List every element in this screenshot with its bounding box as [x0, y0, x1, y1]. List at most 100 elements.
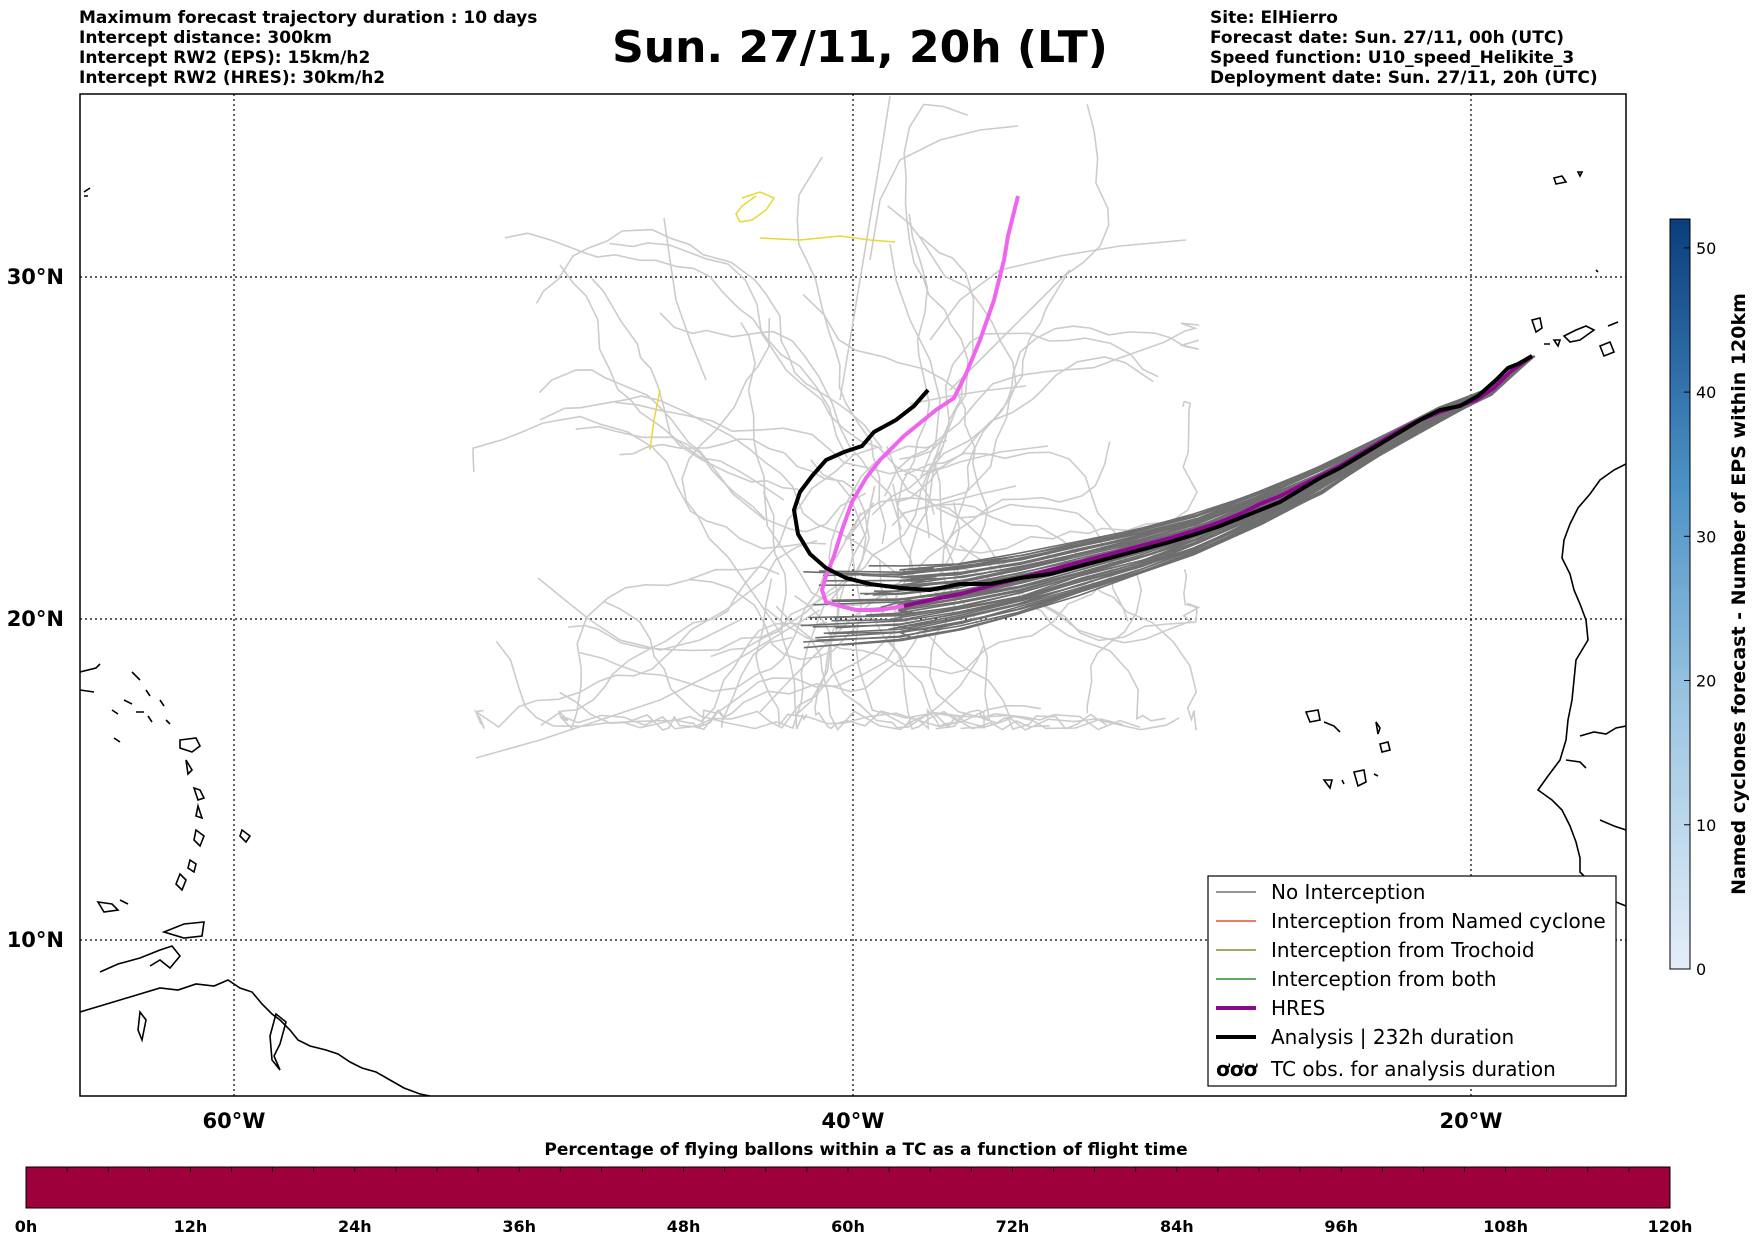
- map-border: [79, 93, 1627, 1097]
- legend-label-0: No Interception: [1271, 880, 1425, 904]
- legend-label-1: Interception from Named cyclone: [1271, 909, 1606, 933]
- island-curacao: [96, 900, 120, 913]
- eps-track-light: [829, 485, 1050, 731]
- max-duration-text: Maximum forecast trajectory duration : 1…: [79, 8, 538, 28]
- eps-track-light: [929, 458, 1141, 731]
- colorbar: 0 10 20 30 40 50 Named cyclones forecast - Nu…: [1669, 218, 1750, 979]
- coast-senegal: [1579, 725, 1626, 737]
- flight-time-bar-fill: [25, 1166, 1671, 1209]
- colorbar-tick-label-3: 30: [1696, 527, 1716, 546]
- eps-track-light: [659, 312, 902, 530]
- legend-label-tc-obs: TC obs. for analysis duration: [1270, 1057, 1556, 1081]
- eps-track-no-interception: [803, 355, 1533, 649]
- island-grenada: [119, 872, 187, 905]
- bar-tick-label-2: 24h: [338, 1217, 372, 1236]
- eps-track-light: [504, 232, 848, 459]
- coast-trinidad-area: [99, 945, 182, 973]
- coast-africa: [1536, 463, 1626, 907]
- lon-label-20w: 20°W: [1440, 1109, 1503, 1133]
- islands-leeward: [136, 711, 171, 725]
- legend-label-2: Interception from Trochoid: [1271, 938, 1535, 962]
- legend: No Interception Interception from Named c…: [1207, 875, 1617, 1087]
- flight-time-bar: Percentage of flying ballons within a TC…: [15, 1140, 1693, 1236]
- coast-puerto-rico: [80, 663, 101, 693]
- intercept-distance-text: Intercept distance: 300km: [79, 28, 332, 48]
- islands-virgin: [111, 671, 165, 715]
- eps-track-light: [892, 400, 1198, 554]
- eps-track-light: [929, 239, 1187, 341]
- eps-track-light: [802, 293, 989, 609]
- bar-tick-label-8: 96h: [1324, 1217, 1358, 1236]
- eps-track-light: [895, 356, 1154, 504]
- colorbar-gradient: [1669, 218, 1691, 970]
- eps-track-light: [909, 385, 1027, 405]
- eps-track-light: [540, 446, 878, 727]
- eps-light-tracks: [472, 95, 1202, 759]
- colorbar-tick-label-1: 10: [1696, 816, 1716, 835]
- bar-tick-label-3: 36h: [502, 1217, 536, 1236]
- eps-track-light: [903, 451, 1143, 714]
- eps-track-light: [897, 441, 1111, 582]
- island-st-lucia: [187, 828, 205, 874]
- legend-label-4: HRES: [1271, 996, 1325, 1020]
- eps-track-light: [775, 605, 1124, 731]
- eps-track-light: [619, 438, 871, 607]
- colorbar-tick-label-0: 0: [1696, 960, 1706, 979]
- eps-track-light: [869, 125, 1019, 261]
- eps-track-light: [949, 269, 1071, 391]
- eps-track-light: [609, 242, 935, 515]
- eps-track-light: [796, 156, 887, 545]
- bar-tick-label-5: 60h: [831, 1217, 865, 1236]
- coastlines: [80, 171, 1626, 1096]
- lat-label-30n: 30°N: [7, 265, 64, 289]
- eps-track-light: [615, 401, 944, 475]
- lon-label-40w: 40°W: [822, 1109, 885, 1133]
- eps-track-light: [795, 439, 948, 716]
- analysis-track: [791, 354, 1533, 593]
- bar-tick-label-9: 108h: [1483, 1217, 1528, 1236]
- island-santiago: [1352, 769, 1379, 788]
- legend-label-5: Analysis | 232h duration: [1271, 1025, 1514, 1049]
- eps-track-light: [888, 639, 1108, 731]
- eps-track-light: [883, 322, 1201, 497]
- tc-obs-symbol-icon: ơơơ: [1216, 1057, 1258, 1081]
- bar-tick-label-6: 72h: [996, 1217, 1030, 1236]
- eps-track-light: [919, 445, 1049, 477]
- eps-track-light: [535, 228, 883, 449]
- island-trinidad: [161, 921, 205, 939]
- island-la-palma: [1530, 317, 1543, 334]
- intercept-hres-text: Intercept RW2 (HRES): 30km/h2: [79, 68, 386, 88]
- island-sal-boa-vista: [1375, 721, 1391, 753]
- lat-label-20n: 20°N: [7, 607, 64, 631]
- eps-track-no-interception: [899, 355, 1531, 571]
- colorbar-tick-label-4: 40: [1696, 383, 1716, 402]
- island-gran-canaria: [1598, 340, 1616, 358]
- eps-track-light: [794, 595, 985, 730]
- eps-track-light: [681, 317, 782, 635]
- bar-tick-label-0: 0h: [15, 1217, 38, 1236]
- eps-track-light: [941, 528, 1015, 724]
- coast-guyana: [269, 1012, 287, 1071]
- island-fuerteventura: [1607, 321, 1619, 327]
- island-barbados: [239, 828, 252, 844]
- bar-tick-label-7: 84h: [1160, 1217, 1194, 1236]
- eps-track-light: [537, 577, 741, 651]
- island-tenerife: [1562, 325, 1596, 343]
- coast-guinea: [1565, 759, 1626, 831]
- lon-label-60w: 60°W: [203, 1109, 266, 1133]
- forecast-date-text: Forecast date: Sun. 27/11, 00h (UTC): [1210, 28, 1565, 48]
- eps-track-light: [953, 104, 1110, 530]
- eps-yellow-track: [649, 191, 896, 451]
- header-left-info: Maximum forecast trajectory duration : 1…: [79, 8, 537, 88]
- eps-track-light: [475, 609, 821, 759]
- lat-label-10n: 10°N: [7, 928, 64, 952]
- eps-track-light: [755, 578, 1042, 728]
- coast-left-top: [83, 187, 91, 197]
- legend-box: [1207, 875, 1617, 1087]
- bar-tick-label-4: 48h: [667, 1217, 701, 1236]
- eps-track-light: [879, 560, 1180, 731]
- island-selvagens: [1595, 269, 1599, 273]
- eps-track-light: [565, 627, 922, 731]
- eps-track-light: [557, 566, 780, 730]
